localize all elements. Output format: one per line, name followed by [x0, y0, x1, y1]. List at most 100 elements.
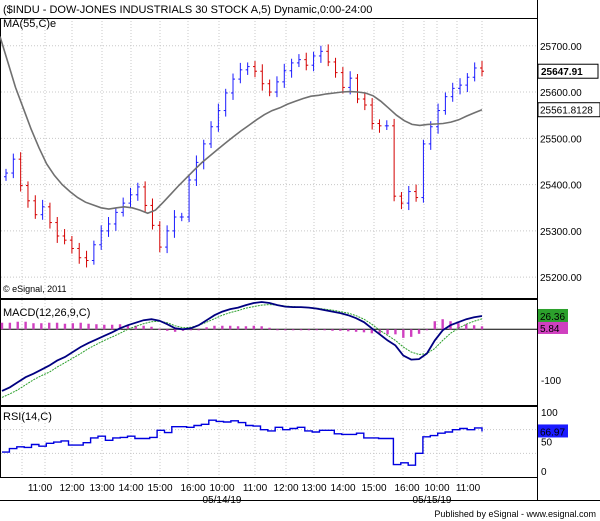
macd-histogram-bar [386, 329, 389, 335]
macd-histogram-bar [354, 329, 358, 332]
macd-histogram-bar [425, 329, 429, 331]
price-tick-label: 25600.00 [540, 88, 582, 99]
macd-histogram-bar [55, 322, 59, 330]
rsi-title: RSI(14,C) [3, 411, 52, 423]
ma-label: MA(55,C)e [3, 18, 56, 30]
macd-value-box [538, 308, 568, 322]
macd-histogram-bar [24, 321, 27, 330]
macd-histogram-bar [244, 326, 248, 330]
time-tick-label: 16:00 [180, 483, 205, 494]
macd-histogram-bar [126, 325, 130, 330]
copyright-label: © eSignal, 2011 [3, 284, 67, 294]
macd-histogram-bar [299, 329, 303, 331]
price-tick-label: 25300.00 [540, 227, 582, 238]
date-label: 05/14/19 [203, 495, 242, 506]
signal-value-box [538, 321, 568, 334]
macd-histogram-bar [331, 329, 334, 331]
macd-histogram-bar [150, 326, 153, 330]
time-tick-label: 13:00 [89, 483, 114, 494]
macd-title: MACD(12,26,9,C) [3, 307, 90, 319]
price-tick-label: 25700.00 [540, 42, 582, 53]
time-tick-label: 15:00 [147, 483, 172, 494]
rsi-panel[interactable] [2, 419, 483, 466]
macd-histogram-bar [87, 323, 90, 330]
rsi-tick-label: 0 [541, 467, 547, 478]
last-ma-label: 25561.8128 [540, 106, 593, 117]
macd-histogram-bar [417, 329, 421, 334]
macd-histogram-bar [213, 325, 216, 330]
time-tick-label: 15:00 [361, 483, 386, 494]
rsi-tick-label: 50 [541, 438, 553, 449]
date-label: 05/15/19 [413, 495, 452, 506]
time-tick-label: 11:00 [456, 483, 481, 494]
last-price-box [537, 63, 599, 79]
macd-histogram-bar [95, 324, 98, 330]
time-tick-label: 14:00 [118, 483, 143, 494]
macd-histogram-bar [0, 322, 4, 330]
ma-line [0, 36, 483, 215]
macd-histogram-bar [197, 329, 200, 331]
time-tick-label: 10:00 [209, 483, 234, 494]
last-price-label: 25647.91 [541, 67, 583, 78]
rsi-tick-label: 100 [541, 408, 558, 419]
rsi-value-box [538, 424, 568, 438]
macd-histogram-bar [110, 324, 114, 330]
grid [1, 18, 537, 477]
macd-histogram-bar [347, 329, 350, 332]
price-tick-label: 25500.00 [540, 134, 582, 145]
macd-histogram-bar [284, 329, 287, 331]
macd-panel[interactable] [0, 301, 537, 398]
macd-histogram-bar [79, 322, 82, 330]
macd-histogram-bar [236, 326, 240, 330]
macd-histogram-bar [221, 325, 224, 330]
time-tick-label: 10:00 [424, 483, 449, 494]
macd-histogram-bar [205, 327, 208, 330]
macd-histogram-bar [323, 329, 326, 331]
macd-histogram-bar [16, 321, 19, 330]
macd-histogram-bar [142, 325, 145, 330]
last-ma-box [537, 102, 600, 118]
axes: 25200.00 25300.00 25400.00 25500.00 25600.00… [28, 42, 600, 506]
macd-histogram-bar [252, 325, 256, 330]
macd-histogram-bar [158, 328, 161, 330]
macd-histogram-bar [402, 329, 405, 338]
macd-histogram-bar [189, 329, 193, 331]
macd-histogram-bar [48, 322, 51, 330]
time-tick-label: 11:00 [28, 483, 53, 494]
macd-histogram-bar [465, 324, 468, 330]
macd-histogram-bar [378, 329, 381, 334]
macd-histogram-bar [32, 323, 35, 330]
macd-histogram-bar [394, 329, 397, 335]
price-tick-label: 25400.00 [540, 181, 582, 192]
macd-histogram-bar [457, 323, 460, 330]
macd-histogram-bar [166, 329, 169, 331]
macd-histogram-bar [315, 329, 318, 331]
macd-histogram-bar [370, 329, 374, 334]
time-tick-label: 12:00 [273, 483, 298, 494]
rsi-line [2, 419, 483, 466]
macd-tick-label: -100 [541, 376, 561, 387]
macd-histogram-bar [472, 325, 476, 330]
rsi-value-label: 66.97 [540, 427, 565, 438]
macd-histogram-bar [260, 326, 263, 330]
macd-histogram-bar [433, 321, 436, 330]
time-tick-label: 12:00 [59, 483, 84, 494]
macd-histogram-bar [268, 327, 271, 330]
macd-histogram-bar [480, 326, 484, 330]
macd-histogram-bar [291, 329, 295, 331]
macd-histogram-bar [307, 329, 311, 331]
macd-histogram-bar [118, 324, 122, 330]
macd-histogram-bar [228, 325, 232, 330]
macd-histogram-bar [173, 329, 177, 332]
price-panel[interactable] [0, 36, 484, 268]
macd-histogram-bar [441, 319, 444, 330]
macd-line [1, 301, 483, 392]
macd-histogram-bar [71, 323, 75, 330]
time-tick-label: 13:00 [301, 483, 326, 494]
time-tick-label: 11:00 [243, 483, 268, 494]
macd-histogram-bar [40, 323, 43, 330]
macd-histogram-bar [134, 325, 137, 330]
